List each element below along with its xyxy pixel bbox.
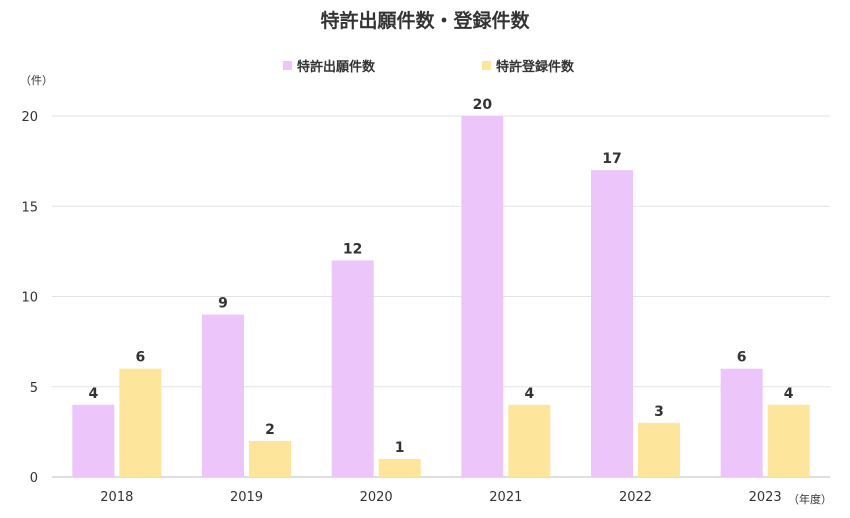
x-tick-label: 2018 [100, 490, 133, 505]
bar-applications-2020 [331, 260, 374, 477]
x-tick-label: 2020 [360, 490, 393, 505]
y-tick-label: 20 [21, 110, 38, 125]
data-label: 1 [395, 440, 405, 456]
data-label: 3 [654, 404, 664, 420]
legend-label-registrations: 特許登録件数 [496, 60, 575, 75]
legend: 特許出願件数 特許登録件数 [0, 56, 850, 76]
legend-label-applications: 特許出願件数 [297, 60, 376, 75]
bar-registrations-2020 [378, 458, 421, 477]
y-tick-label: 5 [30, 381, 38, 396]
data-label: 17 [602, 151, 621, 167]
x-tick-label: 2021 [489, 490, 522, 505]
bar-registrations-2022 [638, 422, 680, 477]
data-label: 6 [135, 350, 145, 366]
data-label: 6 [737, 350, 747, 366]
legend-item-applications: 特許出願件数 [283, 56, 375, 75]
x-tick-label: 2019 [230, 490, 263, 505]
bar-registrations-2023 [767, 404, 810, 477]
bar-registrations-2021 [508, 404, 551, 477]
data-label: 4 [784, 386, 794, 402]
bar-applications-2018 [72, 404, 115, 477]
x-axis-unit-label: （年度） [788, 493, 832, 506]
bar-applications-2019 [202, 314, 244, 477]
legend-swatch-applications [283, 61, 292, 70]
y-tick-label: 15 [21, 200, 38, 215]
x-tick-label: 2022 [619, 490, 652, 505]
legend-swatch-registrations [482, 61, 491, 70]
data-label: 20 [473, 97, 493, 113]
bar-applications-2021 [461, 116, 504, 477]
bar-applications-2023 [720, 368, 763, 477]
legend-item-registrations: 特許登録件数 [482, 56, 574, 75]
data-label: 9 [218, 296, 228, 312]
data-label: 12 [343, 241, 362, 257]
x-tick-label: 2023 [749, 490, 782, 505]
y-tick-label: 0 [30, 471, 38, 486]
bar-registrations-2019 [249, 440, 291, 477]
y-axis-unit-label: （件） [20, 74, 53, 87]
bar-registrations-2018 [119, 368, 162, 477]
bar-applications-2022 [591, 170, 633, 477]
chart-title: 特許出願件数・登録件数 [320, 10, 530, 32]
data-label: 4 [88, 386, 98, 402]
data-label: 2 [265, 422, 275, 438]
data-label: 4 [524, 386, 534, 402]
y-tick-label: 10 [21, 291, 38, 306]
